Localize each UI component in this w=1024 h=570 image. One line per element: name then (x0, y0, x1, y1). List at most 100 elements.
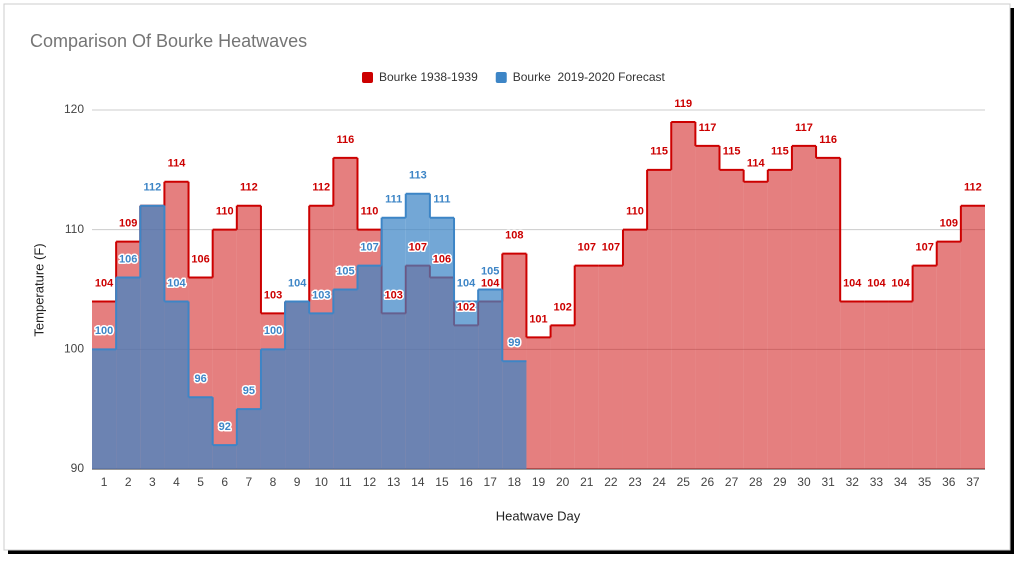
data-label: 96 (194, 373, 206, 385)
x-tick-label: 13 (387, 475, 401, 489)
x-tick-label: 25 (677, 475, 691, 489)
data-label: 104 (167, 277, 186, 289)
x-tick-label: 5 (197, 475, 204, 489)
x-tick-label: 11 (339, 475, 352, 489)
area-step (888, 301, 913, 469)
data-label: 109 (119, 218, 137, 230)
x-tick-label: 6 (221, 475, 228, 489)
x-tick-label: 18 (508, 475, 522, 489)
x-tick-label: 37 (966, 475, 980, 489)
data-label: 112 (312, 182, 330, 194)
data-label: 109 (940, 218, 958, 230)
data-label: 104 (891, 277, 910, 289)
y-tick-label: 110 (65, 222, 84, 236)
data-label: 110 (361, 206, 379, 218)
data-label: 112 (143, 182, 161, 194)
data-label: 106 (119, 253, 137, 265)
legend-swatch (495, 72, 507, 83)
data-label: 101 (529, 313, 547, 325)
data-label: 102 (457, 301, 475, 313)
x-tick-label: 17 (484, 475, 498, 489)
data-label: 103 (312, 289, 330, 301)
x-tick-label: 3 (149, 475, 156, 489)
data-label: 107 (578, 241, 596, 253)
area-step (429, 217, 455, 469)
area-step (260, 349, 286, 469)
data-label: 104 (481, 277, 500, 289)
area-step (285, 301, 310, 469)
x-tick-label: 33 (870, 475, 884, 489)
data-label: 106 (191, 253, 209, 265)
area-step (647, 169, 672, 470)
x-tick-label: 31 (821, 475, 835, 489)
area-step (936, 241, 961, 469)
area-step (622, 229, 648, 469)
x-tick-label: 19 (532, 475, 546, 489)
data-label: 119 (674, 98, 692, 110)
x-tick-label: 10 (315, 475, 329, 489)
x-tick-label: 28 (749, 475, 763, 489)
area-step (864, 301, 889, 469)
x-tick-label: 36 (942, 475, 956, 489)
x-tick-label: 23 (628, 475, 642, 489)
x-tick-label: 8 (270, 475, 277, 489)
legend-label: Bourke 1938-1939 (379, 70, 478, 84)
data-label: 102 (553, 301, 571, 313)
x-tick-label: 27 (725, 475, 739, 489)
x-tick-label: 30 (797, 475, 811, 489)
x-tick-label: 2 (125, 475, 132, 489)
x-tick-label: 14 (411, 475, 425, 489)
area-step (526, 337, 551, 469)
x-tick-label: 21 (580, 475, 594, 489)
area-step (381, 217, 406, 469)
area-step (816, 157, 841, 469)
y-axis-label: Temperature (F) (31, 243, 46, 336)
area-step (309, 313, 334, 469)
x-tick-label: 32 (846, 475, 860, 489)
area-step (550, 325, 575, 469)
area-step (333, 289, 358, 469)
data-label: 114 (168, 158, 187, 170)
legend-swatch (362, 72, 373, 83)
data-label: 92 (219, 421, 231, 433)
data-label: 100 (264, 325, 282, 337)
data-label: 103 (264, 289, 282, 301)
area-step (236, 409, 261, 469)
data-label: 111 (433, 194, 450, 206)
x-tick-label: 20 (556, 475, 570, 489)
x-tick-label: 35 (918, 475, 932, 489)
x-tick-label: 22 (604, 475, 618, 489)
data-label: 95 (243, 385, 255, 397)
area-step (140, 205, 165, 469)
x-tick-label: 34 (894, 475, 908, 489)
chart-title: Comparison Of Bourke Heatwaves (30, 31, 307, 51)
area-step (116, 277, 141, 469)
x-axis-label: Heatwave Day (496, 508, 581, 523)
x-tick-label: 9 (294, 475, 301, 489)
data-label: 105 (481, 265, 499, 277)
area-step (92, 349, 117, 469)
x-tick-label: 1 (101, 475, 108, 489)
area-step (454, 301, 479, 469)
data-label: 107 (360, 241, 378, 253)
area-step (671, 121, 696, 469)
data-label: 100 (95, 325, 113, 337)
data-label: 107 (409, 241, 427, 253)
data-label: 104 (95, 277, 114, 289)
data-label: 104 (288, 277, 307, 289)
y-tick-label: 120 (64, 102, 84, 116)
area-step (357, 265, 382, 469)
data-label: 116 (337, 134, 355, 146)
area-step (695, 145, 720, 469)
data-label: 117 (699, 122, 717, 134)
area-step (912, 265, 937, 469)
y-tick-label: 90 (71, 461, 85, 475)
data-label: 103 (385, 289, 403, 301)
data-label: 115 (771, 146, 789, 158)
area-step (212, 445, 237, 469)
x-tick-label: 26 (701, 475, 715, 489)
x-tick-label: 29 (773, 475, 787, 489)
data-label: 104 (867, 277, 886, 289)
data-label: 110 (626, 206, 644, 218)
data-label: 104 (843, 277, 862, 289)
